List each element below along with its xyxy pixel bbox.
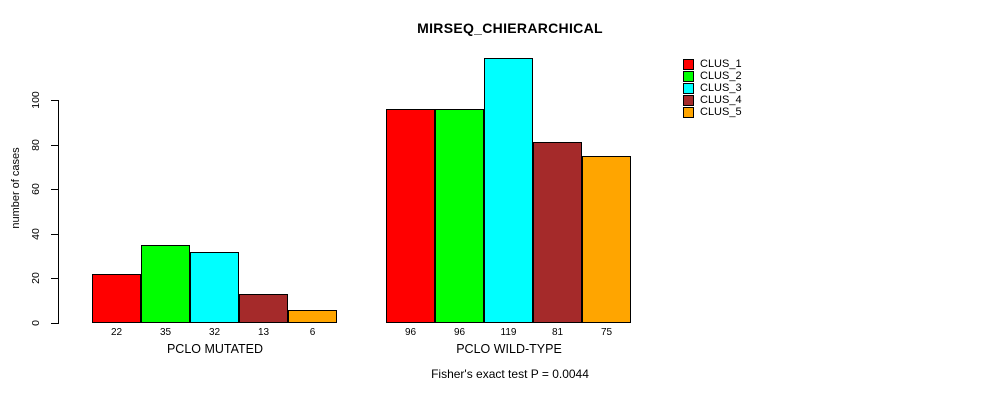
y-axis-tick-label-80: 80 — [30, 138, 42, 151]
legend-item-clus-2: CLUS_2 — [683, 70, 742, 82]
bar-clus_1-pclo-wild-type — [386, 109, 435, 323]
bar-value-label-clus_1-pclo-wild-type: 96 — [404, 327, 417, 338]
bar-value-label-clus_5-pclo-wild-type: 75 — [600, 327, 613, 338]
x-group-label-pclo-mutated: PCLO MUTATED — [166, 342, 264, 356]
bar-clus_2-pclo-mutated — [141, 245, 190, 323]
bar-clus_4-pclo-mutated — [239, 294, 288, 323]
bar-value-label-clus_5-pclo-mutated: 6 — [309, 327, 316, 338]
y-axis-tick-60 — [51, 189, 58, 191]
stat-test-caption: Fisher's exact test P = 0.0044 — [431, 367, 589, 381]
y-axis-tick-label-40: 40 — [30, 227, 42, 240]
legend-swatch-clus-5-icon — [683, 106, 694, 118]
legend-swatch-clus-1-icon — [683, 58, 694, 70]
y-axis-tick-label-0: 0 — [30, 320, 42, 326]
y-axis-tick-80 — [51, 144, 58, 146]
bar-value-label-clus_4-pclo-mutated: 13 — [257, 327, 270, 338]
bar-value-label-clus_3-pclo-wild-type: 119 — [500, 327, 517, 338]
legend-item-clus-1: CLUS_1 — [683, 58, 742, 70]
bar-clus_3-pclo-wild-type — [484, 58, 533, 323]
y-axis-tick-0 — [51, 323, 58, 324]
y-axis-tick-100 — [51, 100, 58, 101]
bar-value-label-clus_3-pclo-mutated: 32 — [208, 327, 221, 338]
bar-clus_3-pclo-mutated — [190, 252, 239, 323]
x-group-label-pclo-wild-type: PCLO WILD-TYPE — [456, 342, 562, 356]
y-axis-tick-40 — [51, 233, 58, 235]
legend-label-clus-5: CLUS_5 — [700, 106, 742, 118]
y-axis-tick-label-20: 20 — [30, 272, 42, 285]
y-axis-tick-label-100: 100 — [30, 91, 42, 109]
legend-label-clus-2: CLUS_2 — [700, 70, 742, 82]
bar-value-label-clus_2-pclo-wild-type: 96 — [453, 327, 466, 338]
bar-clus_5-pclo-mutated — [288, 310, 337, 323]
legend: CLUS_1 CLUS_2 CLUS_3 CLUS_4 CLUS_5 — [683, 58, 742, 118]
legend-swatch-clus-2-icon — [683, 70, 694, 82]
y-axis-tick-label-60: 60 — [30, 183, 42, 196]
legend-label-clus-1: CLUS_1 — [700, 58, 742, 70]
bar-clus_4-pclo-wild-type — [533, 142, 582, 323]
legend-item-clus-4: CLUS_4 — [683, 94, 742, 106]
y-axis-tick-20 — [51, 278, 58, 280]
bar-clus_5-pclo-wild-type — [582, 156, 631, 323]
bar-value-label-clus_2-pclo-mutated: 35 — [159, 327, 172, 338]
bar-clus_2-pclo-wild-type — [435, 109, 484, 323]
y-axis-line — [58, 100, 59, 324]
legend-swatch-clus-4-icon — [683, 94, 694, 106]
bar-value-label-clus_4-pclo-wild-type: 81 — [551, 327, 564, 338]
bar-clus_1-pclo-mutated — [92, 274, 141, 323]
legend-item-clus-5: CLUS_5 — [683, 106, 742, 118]
legend-swatch-clus-3-icon — [683, 82, 694, 94]
chart-title: MIRSEQ_CHIERARCHICAL — [417, 20, 603, 36]
legend-item-clus-3: CLUS_3 — [683, 82, 742, 94]
bar-value-label-clus_1-pclo-mutated: 22 — [110, 327, 123, 338]
legend-label-clus-3: CLUS_3 — [700, 82, 742, 94]
legend-label-clus-4: CLUS_4 — [700, 94, 742, 106]
y-axis-label: number of cases — [10, 147, 22, 229]
